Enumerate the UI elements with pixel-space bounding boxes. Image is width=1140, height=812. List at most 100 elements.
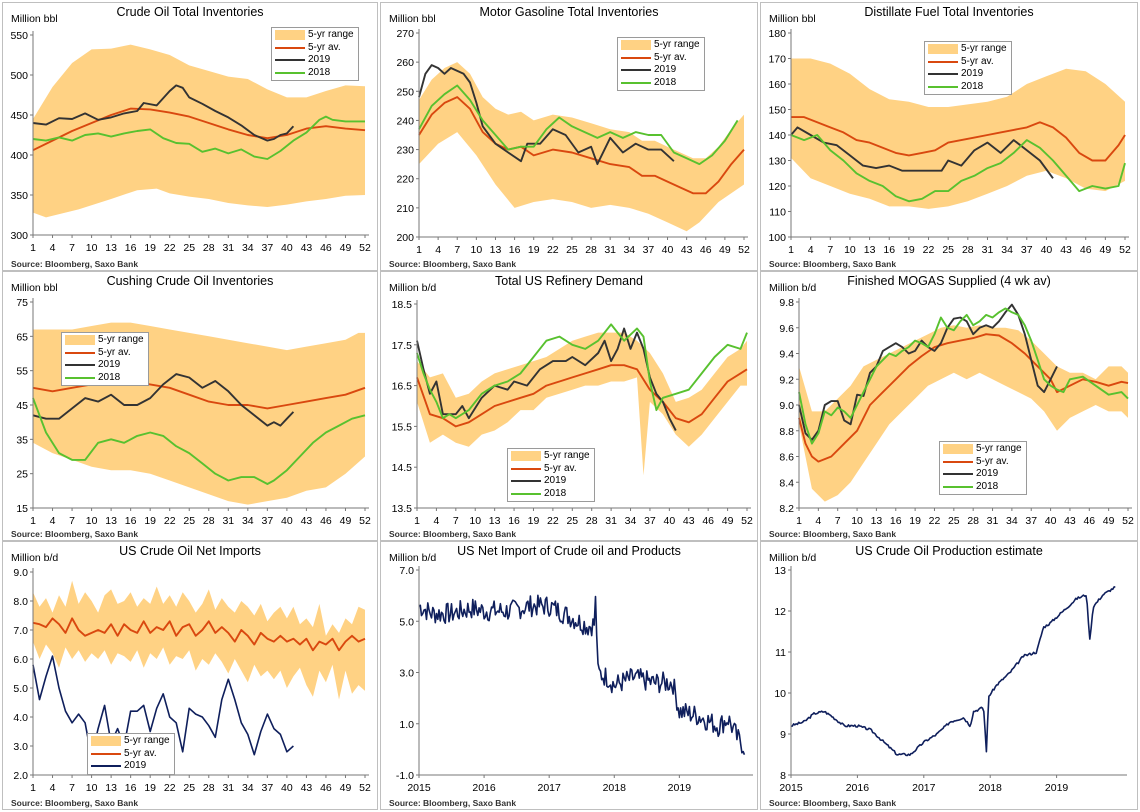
chart-title: Distillate Fuel Total Inventories xyxy=(864,5,1034,19)
y-tick-label: 75 xyxy=(16,297,28,309)
x-tick-label: 40 xyxy=(662,244,674,256)
y-tick-label: 45 xyxy=(16,400,28,412)
y-tick-label: 8.0 xyxy=(13,596,28,608)
x-tick-label: 46 xyxy=(320,242,332,254)
x-tick-label: 2018 xyxy=(979,782,1003,794)
legend-swatch xyxy=(928,44,958,55)
legend-label: 5-yr av. xyxy=(961,55,994,67)
y-tick-label: 12 xyxy=(774,606,786,618)
x-tick-label: 46 xyxy=(1080,244,1092,256)
x-tick-label: 2016 xyxy=(846,782,870,794)
y-tick-label: 240 xyxy=(396,115,414,127)
y-axis-unit: Million b/d xyxy=(389,552,437,564)
x-tick-label: 28 xyxy=(967,515,979,527)
x-tick-label: 1 xyxy=(788,244,794,256)
legend-item: 2019 xyxy=(511,475,590,488)
y-tick-label: 450 xyxy=(10,110,28,122)
y-tick-label: 9.0 xyxy=(779,400,794,412)
x-tick-label: 31 xyxy=(604,244,616,256)
x-tick-label: 13 xyxy=(490,244,502,256)
legend-swatch xyxy=(275,67,305,79)
x-tick-label: 37 xyxy=(1025,515,1037,527)
y-tick-label: 15.5 xyxy=(392,421,413,433)
x-tick-label: 7 xyxy=(69,515,75,527)
chart-panel-2: 200 210 220 230 240 250 260 270 1 4 7 10 13 16 19 22 25 2… xyxy=(380,2,758,271)
x-tick-label: 43 xyxy=(683,515,695,527)
series-5yr-range-band xyxy=(791,58,1125,209)
legend-label: 2018 xyxy=(961,80,984,92)
x-tick-label: 25 xyxy=(942,244,954,256)
series-2018-line xyxy=(418,84,739,166)
y-tick-label: 550 xyxy=(10,30,28,42)
x-tick-label: 37 xyxy=(1021,244,1033,256)
y-tick-label: 1.0 xyxy=(399,719,414,731)
y-tick-label: 300 xyxy=(10,230,28,242)
x-tick-label: 13 xyxy=(105,242,117,254)
y-tick-label: 14.5 xyxy=(392,462,413,474)
x-tick-label: 4 xyxy=(50,242,56,254)
legend-label: 2018 xyxy=(654,76,677,88)
x-tick-label: 2017 xyxy=(912,782,936,794)
chart-plot: 300 350 400 450 500 550 1 4 7 10 13 16 19 22 25 28 31 34 3… xyxy=(10,30,371,254)
legend-swatch xyxy=(65,359,95,371)
x-tick-label: 7 xyxy=(835,515,841,527)
y-tick-label: 350 xyxy=(10,190,28,202)
legend-item: 5-yr range xyxy=(943,443,1022,456)
x-tick-label: 40 xyxy=(1045,515,1057,527)
x-tick-label: 52 xyxy=(738,244,750,256)
x-tick-label: 1 xyxy=(30,242,36,254)
x-tick-label: 22 xyxy=(923,244,935,256)
x-tick-label: 43 xyxy=(301,515,313,527)
chart-legend: 5-yr range 5-yr av. 2019 2018 xyxy=(617,37,705,91)
x-tick-label: 2015 xyxy=(407,782,431,794)
x-tick-label: 40 xyxy=(281,515,293,527)
series-2018-line xyxy=(32,115,365,160)
x-tick-label: 43 xyxy=(1064,515,1076,527)
chart-panel-1: 300 350 400 450 500 550 1 4 7 10 13 16 19 22 25 28 31 34 3… xyxy=(2,2,378,271)
legend-swatch xyxy=(91,736,121,747)
x-tick-label: 43 xyxy=(1060,244,1072,256)
chart-panel-5: 13.5 14.5 15.5 16.5 17.5 18.5 1 4 7 10 13 16 19 22 25 2… xyxy=(380,271,758,541)
chart-plot: 13.5 14.5 15.5 16.5 17.5 18.5 1 4 7 10 13 16 19 22 25 2… xyxy=(392,299,753,527)
chart-plot: -1.0 1.0 3.0 5.0 7.0 2015 2016 2017 2018 2019 xyxy=(396,565,753,794)
y-tick-label: 270 xyxy=(396,28,414,40)
legend-swatch xyxy=(275,42,305,54)
x-tick-label: 34 xyxy=(242,515,254,527)
series-2019-line xyxy=(790,126,1054,179)
x-tick-label: 19 xyxy=(144,515,156,527)
x-tick-label: 40 xyxy=(281,242,293,254)
x-tick-label: 4 xyxy=(50,782,56,794)
x-tick-label: 2015 xyxy=(779,782,803,794)
y-tick-label: 4.0 xyxy=(13,712,28,724)
source-note: Source: Bloomberg, Saxo Bank xyxy=(11,798,139,808)
legend-item: 5-yr range xyxy=(91,735,170,748)
series-5-yr-av--line xyxy=(791,116,1126,162)
x-tick-label: 46 xyxy=(320,782,332,794)
x-tick-label: 25 xyxy=(183,782,195,794)
series-5yr-range-band xyxy=(33,44,365,218)
legend-swatch xyxy=(65,347,95,359)
legend-swatch xyxy=(928,68,958,80)
legend-label: 5-yr range xyxy=(98,334,144,345)
legend-label: 2019 xyxy=(124,760,147,771)
y-tick-label: 10 xyxy=(774,688,786,700)
x-tick-label: 49 xyxy=(340,515,352,527)
x-tick-label: 43 xyxy=(301,242,313,254)
x-tick-label: 25 xyxy=(183,242,195,254)
y-axis-unit: Million b/d xyxy=(11,552,59,564)
chart-title: Total US Refinery Demand xyxy=(495,274,643,288)
x-tick-label: 4 xyxy=(435,244,441,256)
x-tick-label: 40 xyxy=(1041,244,1053,256)
legend-label: 2019 xyxy=(308,54,331,65)
y-tick-label: 150 xyxy=(768,105,786,117)
y-axis-unit: Million bbl xyxy=(11,282,58,294)
x-tick-label: 4 xyxy=(433,515,439,527)
y-tick-label: 9.4 xyxy=(779,349,794,361)
chart-legend: 5-yr range 5-yr av. 2019 2018 xyxy=(924,41,1012,95)
source-note: Source: Bloomberg, Saxo Bank xyxy=(769,259,897,269)
legend-label: 5-yr av. xyxy=(976,455,1009,467)
x-tick-label: 37 xyxy=(262,782,274,794)
y-axis-unit: Million b/d xyxy=(769,552,817,564)
legend-swatch xyxy=(928,56,958,68)
chart-panel-7: 2.0 3.0 4.0 5.0 6.0 7.0 8.0 9.0 1 4 7 10 13 16 19 22 25 2… xyxy=(2,541,378,810)
